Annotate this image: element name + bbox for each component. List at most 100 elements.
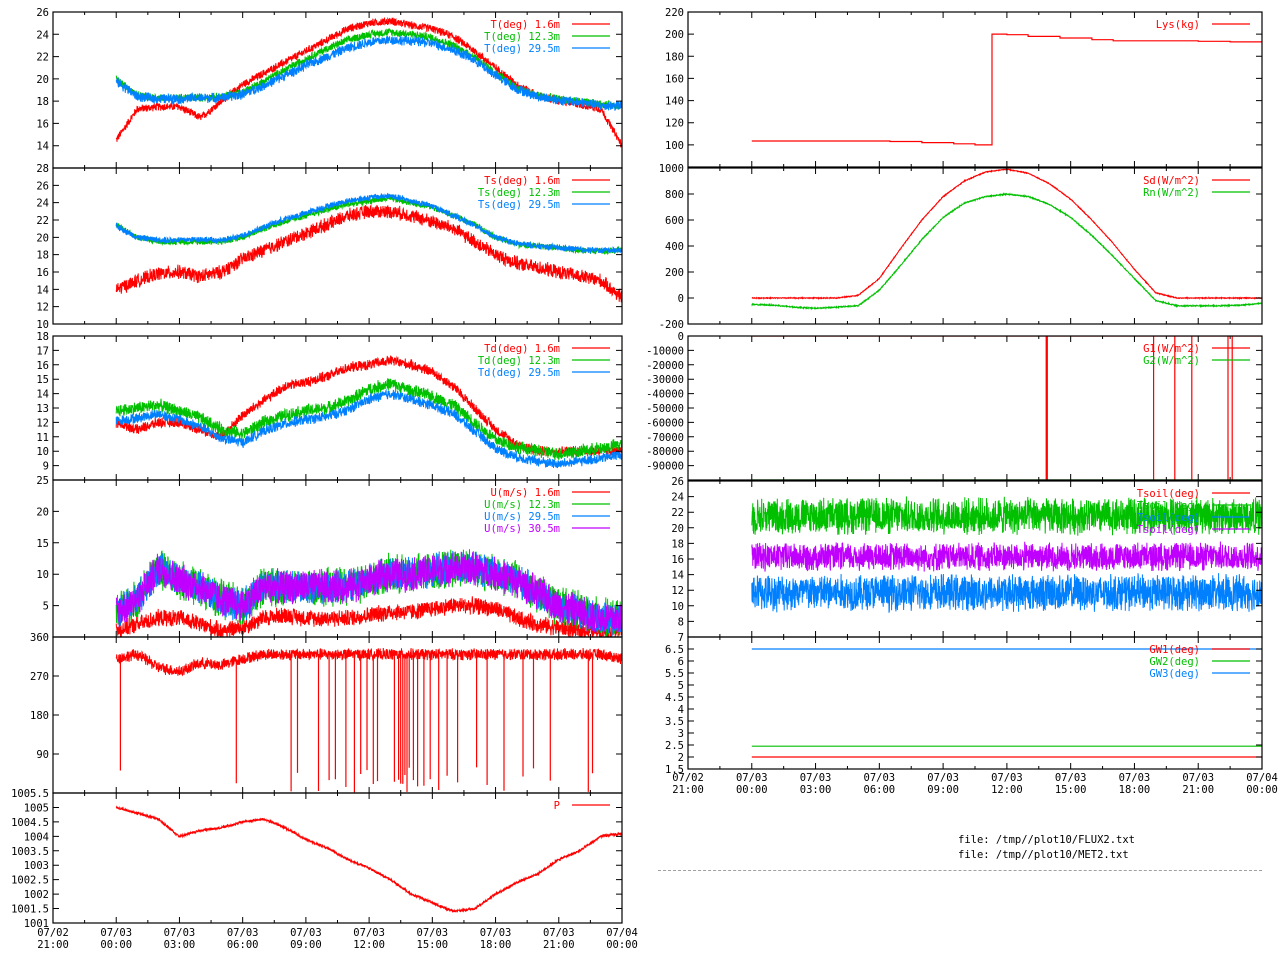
y-tick-label: 17 [36, 345, 49, 357]
series-group [751, 336, 1262, 480]
x-tick-date: 07/04 [1246, 772, 1278, 784]
series-line-0 [751, 33, 1262, 146]
y-tick-label: 16 [671, 554, 684, 566]
x-tick-date: 07/04 [606, 927, 638, 939]
series-line-2 [115, 35, 622, 111]
y-tick-label: 13 [36, 403, 49, 415]
x-tick-date: 07/03 [1182, 772, 1214, 784]
x-tick-date: 07/03 [227, 927, 259, 939]
y-tick-label: 1005.5 [11, 788, 49, 800]
legend-label: Rn(W/m^2) [1143, 187, 1200, 199]
legend-label: P [554, 800, 560, 812]
series-line-0 [115, 204, 622, 303]
y-tick-label: 26 [36, 180, 49, 192]
y-tick-label: 1001.5 [11, 904, 49, 916]
x-tick-date: 07/03 [991, 772, 1023, 784]
y-tick-label: 22 [36, 215, 49, 227]
legend-label: Td(deg) 1.6m [484, 343, 560, 355]
y-tick-label: 22 [36, 52, 49, 64]
legend-label: U(m/s) 1.6m [490, 487, 560, 499]
series-line-1 [115, 378, 622, 461]
y-tick-label: 14 [36, 389, 49, 401]
y-tick-label: 180 [665, 51, 684, 63]
y-tick-label: 18 [671, 538, 684, 550]
x-tick-time: 12:00 [353, 939, 385, 951]
x-tick-date: 07/03 [927, 772, 959, 784]
y-tick-label: 180 [30, 710, 49, 722]
x-tick-time: 21:00 [543, 939, 575, 951]
series-line-0 [115, 647, 622, 677]
series-group [751, 33, 1262, 146]
series-line-3 [115, 551, 622, 633]
y-tick-label: 14 [36, 284, 49, 296]
legend-label: Td(deg) 12.3m [478, 355, 560, 367]
y-tick-label: 6.5 [665, 644, 684, 656]
y-tick-label: 24 [36, 198, 49, 210]
panel-groundwater: 1.522.533.544.555.566.57 GW1(deg)GW2(deg)… [665, 632, 1263, 776]
y-tick-label: 20 [36, 74, 49, 86]
y-tick-label: 0 [678, 293, 684, 305]
y-tick-label: 4.5 [665, 692, 684, 704]
y-tick-label: 18 [36, 96, 49, 108]
series-line-0 [115, 596, 622, 637]
x-tick-time: 18:00 [480, 939, 512, 951]
x-tick-time: 09:00 [290, 939, 322, 951]
series-group [115, 549, 622, 637]
y-tick-label: 1004.5 [11, 817, 49, 829]
y-tick-label: 1002.5 [11, 875, 49, 887]
legend-label: Ts(deg) 12.3m [478, 187, 560, 199]
file-info: file: /tmp//plot10/FLUX2.txt file: /tmp/… [958, 833, 1135, 863]
legend-label: Lys(kg) [1156, 19, 1200, 31]
panel-pressure: 1001 1001.5 1002 1002.5 1003 1003.5 1004 1004.5… [11, 788, 623, 930]
y-tick-label: 14 [36, 141, 49, 153]
y-tick-label: 1.5 [665, 764, 684, 776]
x-tick-time: 06:00 [864, 784, 896, 796]
divider-line [658, 870, 1262, 871]
x-tick-time: 21:00 [672, 784, 704, 796]
x-tick-date: 07/03 [417, 927, 449, 939]
legend-label: U(m/s) 12.3m [484, 499, 560, 511]
legend-label: Tsoil(deg) [1137, 488, 1200, 500]
legend-label: Tsoil(deg) [1137, 512, 1200, 524]
y-tick-label: 12 [671, 585, 684, 597]
series-line-3 [751, 541, 1262, 572]
y-tick-label: 6 [678, 656, 684, 668]
legend-label: Ts(deg) 29.5m [478, 199, 560, 211]
y-tick-label: 120 [665, 118, 684, 130]
y-tick-label: 26 [36, 7, 49, 19]
legend-label: T(deg) 12.3m [484, 31, 560, 43]
x-tick-date: 07/02 [37, 927, 69, 939]
y-tick-label: 28 [36, 163, 49, 175]
series-line-2 [115, 388, 622, 469]
y-tick-label: 18 [36, 331, 49, 343]
x-tick-time: 03:00 [800, 784, 832, 796]
y-tick-label: 90 [36, 749, 49, 761]
legend-label: GW1(deg) [1149, 644, 1200, 656]
legend-label: U(m/s) 30.5m [484, 523, 560, 535]
y-tick-label: 5 [43, 601, 49, 613]
y-tick-label: 220 [665, 7, 684, 19]
panel-radiation: -200 0 200 400 600 800 1000 Sd(W/m^2)Rn(W/m^2) [659, 163, 1263, 331]
x-tick-date: 07/03 [290, 927, 322, 939]
x-tick-time: 09:00 [927, 784, 959, 796]
y-tick-label: -200 [659, 319, 684, 331]
legend-label: Tsoil(deg) [1137, 524, 1200, 536]
y-tick-label: 16 [36, 267, 49, 279]
series-group [115, 355, 622, 469]
y-tick-label: 14 [671, 570, 684, 582]
y-tick-label: -10000 [646, 345, 684, 357]
y-tick-label: 15 [36, 538, 49, 550]
y-tick-label: 360 [30, 632, 49, 644]
y-tick-label: 1003.5 [11, 846, 49, 858]
series-line-1 [751, 192, 1262, 311]
legend-label: GW3(deg) [1149, 668, 1200, 680]
y-tick-label: 3 [678, 728, 684, 740]
y-tick-label: 160 [665, 73, 684, 85]
y-tick-label: 9 [43, 461, 49, 473]
series-group [115, 805, 622, 914]
y-tick-label: -70000 [646, 432, 684, 444]
y-tick-label: 1001 [24, 918, 49, 930]
y-tick-label: 200 [665, 29, 684, 41]
